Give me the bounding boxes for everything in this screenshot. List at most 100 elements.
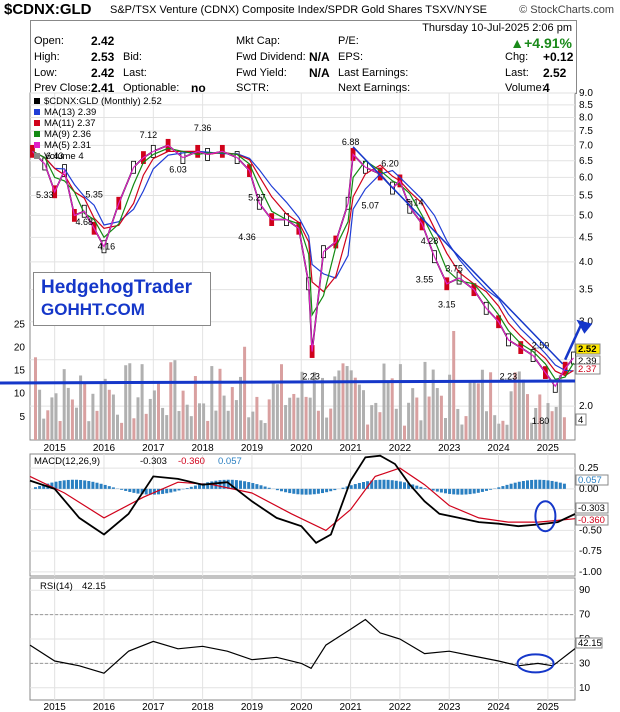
macd-tick-label: 0.00 xyxy=(579,484,599,495)
x-tick-label: 2016 xyxy=(93,443,116,454)
macd-histogram-bar xyxy=(468,488,472,495)
macd-histogram-bar xyxy=(185,488,189,489)
volume-bar xyxy=(329,408,333,440)
quote-value: 2.41 xyxy=(91,81,115,95)
volume-bar xyxy=(42,418,46,440)
macd-histogram-bar xyxy=(91,481,95,489)
volume-bar xyxy=(161,407,165,440)
x-tick-label: 2021 xyxy=(339,702,362,712)
volume-bar xyxy=(370,405,374,440)
quote-value: 2.42 xyxy=(91,66,115,80)
volume-bar xyxy=(398,364,402,440)
volume-bar xyxy=(157,382,160,440)
macd-histogram-bar xyxy=(497,487,501,489)
stat-value: 2.52 xyxy=(543,66,567,80)
volume-bar xyxy=(193,376,197,440)
price-annotation: 5.07 xyxy=(362,200,380,210)
macd-tag xyxy=(575,474,609,486)
legend-entry: MA(11) 2.37 xyxy=(44,118,96,129)
rsi-circle xyxy=(516,653,555,674)
rsi-tick-label: 70 xyxy=(579,610,591,621)
volume-bar xyxy=(152,390,156,440)
fund-label: Fwd Dividend: xyxy=(236,51,306,63)
fund-label: Fwd Yield: xyxy=(236,67,287,79)
macd-histogram-bar xyxy=(247,482,251,489)
volume-bar xyxy=(431,369,435,440)
volume-bar xyxy=(521,379,525,440)
price-tag xyxy=(575,363,601,375)
quote-label: Optionable: xyxy=(123,82,180,94)
price-annotation: 2.59 xyxy=(532,340,550,350)
volume-bar xyxy=(132,418,136,440)
macd-panel xyxy=(29,453,576,577)
legend-swatch xyxy=(34,120,40,126)
quote-value: 2.42 xyxy=(91,34,115,48)
price-annotation: 6.88 xyxy=(342,137,360,147)
x-tick-label: 2021 xyxy=(339,443,362,454)
macd-tag-label: 0.057 xyxy=(578,475,602,486)
macd-histogram-bar xyxy=(140,488,144,495)
volume-bar xyxy=(362,390,365,440)
volume-bar xyxy=(251,411,255,440)
volume-tick-label: 10 xyxy=(14,389,26,400)
macd-histogram-bar xyxy=(325,488,329,493)
volume-tick-label: 20 xyxy=(14,342,26,353)
macd-histogram-bar xyxy=(70,479,74,489)
volume-bar xyxy=(304,396,308,440)
volume-bar xyxy=(554,406,558,440)
earnings-label: Last Earnings: xyxy=(338,67,409,79)
macd-histogram-bar xyxy=(107,486,111,489)
macd-histogram-bar xyxy=(370,480,374,489)
macd-histogram-bar xyxy=(202,483,206,489)
price-annotation: 5.27 xyxy=(248,192,266,202)
x-tick-label: 2022 xyxy=(389,443,412,454)
volume-bar xyxy=(169,362,173,440)
volume-bar xyxy=(214,410,218,440)
price-tag-label: 2.52 xyxy=(578,344,597,355)
macd-histogram-bar xyxy=(132,488,136,493)
macd-histogram-bar xyxy=(517,481,521,489)
macd-histogram-bar xyxy=(308,488,312,495)
macd-histogram-bar xyxy=(34,487,37,489)
macd-histogram-bar xyxy=(161,488,165,494)
volume-bar xyxy=(271,381,275,440)
macd-tick-label: -1.00 xyxy=(579,567,602,578)
volume-bar xyxy=(128,363,132,440)
fund-value: N/A xyxy=(309,50,330,64)
volume-tick-label: 25 xyxy=(14,319,26,330)
macd-histogram-bar xyxy=(75,479,78,489)
price-annotation: 3.55 xyxy=(416,275,434,285)
macd-histogram-bar xyxy=(111,487,115,489)
volume-bar xyxy=(288,397,292,440)
macd-tick-label: -0.75 xyxy=(579,546,602,557)
rsi-tick-label: 10 xyxy=(579,683,591,694)
moving-average-line xyxy=(32,144,574,388)
volume-bar xyxy=(50,397,54,440)
quote-label: Last: xyxy=(123,67,147,79)
price-tag-label: 2.39 xyxy=(578,356,597,367)
volume-bar xyxy=(140,364,144,440)
legend-swatch xyxy=(34,153,40,159)
macd-histogram-bar xyxy=(431,488,435,491)
macd-histogram-bar xyxy=(234,480,238,489)
macd-histogram-bar xyxy=(444,488,447,494)
macd-histogram-bar xyxy=(439,488,443,493)
volume-bar xyxy=(325,417,329,440)
macd-histogram-bar xyxy=(378,479,382,489)
macd-histogram-bar xyxy=(128,488,132,492)
volume-bar xyxy=(185,404,189,440)
macd-histogram-bar xyxy=(263,486,267,489)
volume-bar xyxy=(435,388,439,440)
volume-bar xyxy=(505,424,509,440)
volume-bar xyxy=(173,360,177,440)
macd-histogram-bar xyxy=(292,488,296,494)
volume-bar xyxy=(54,393,58,440)
legend-entry: MA(9) 2.36 xyxy=(44,129,91,140)
volume-bar xyxy=(99,382,103,440)
macd-histogram-bar xyxy=(329,488,333,492)
quote-panel: Thursday 10-Jul-2025 2:06 pm Open: 2.42 Hi… xyxy=(30,20,577,95)
macd-histogram-bar xyxy=(341,487,345,489)
x-tick-label: 2023 xyxy=(438,702,461,712)
volume-bar xyxy=(542,421,546,440)
macd-histogram-bar xyxy=(58,480,62,489)
